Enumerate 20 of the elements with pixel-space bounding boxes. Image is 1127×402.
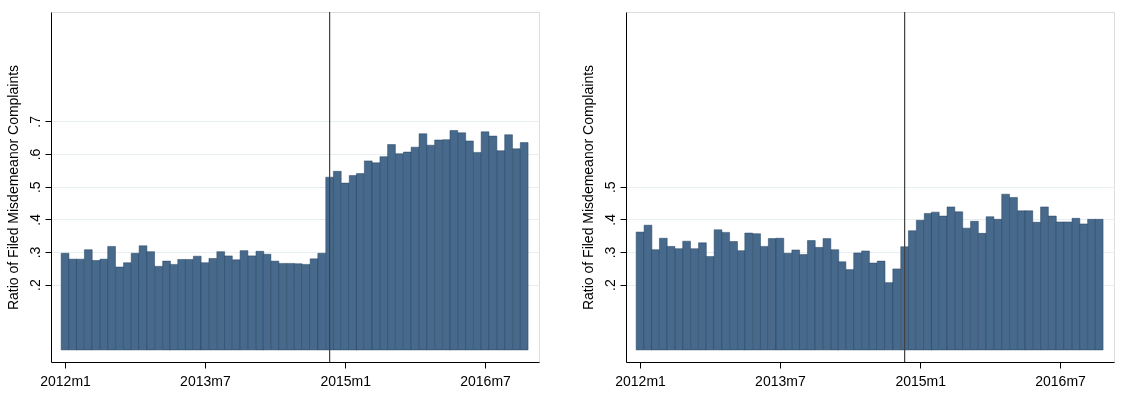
x-tick-label: 2012m1	[615, 372, 667, 389]
x-tick-label: 2016m7	[1035, 372, 1087, 389]
y-tick-label: .6	[26, 148, 43, 161]
y-tick-label: .3	[26, 246, 43, 259]
y-tick-label: .2	[601, 279, 618, 291]
y-tick-label: .5	[26, 181, 43, 194]
x-tick-label: 2015m1	[895, 372, 947, 389]
x-tick-label: 2015m1	[320, 372, 372, 389]
x-tick-label: 2012m1	[40, 372, 92, 389]
x-tick-label: 2016m7	[460, 372, 512, 389]
x-tick-label: 2013m7	[755, 372, 806, 389]
y-tick-label: .5	[601, 181, 618, 194]
y-tick-label: .7	[26, 115, 43, 128]
y-tick-label: .4	[601, 213, 618, 226]
y-axis-title: Ratio of Filed Misdemeanor Complaints	[579, 64, 596, 311]
y-axis-title: Ratio of Filed Misdemeanor Complaints	[4, 64, 21, 311]
y-tick-label: .3	[601, 246, 618, 259]
y-tick-label: .2	[26, 279, 43, 291]
x-tick-label: 2013m7	[180, 372, 231, 389]
y-tick-label: .4	[26, 213, 43, 226]
